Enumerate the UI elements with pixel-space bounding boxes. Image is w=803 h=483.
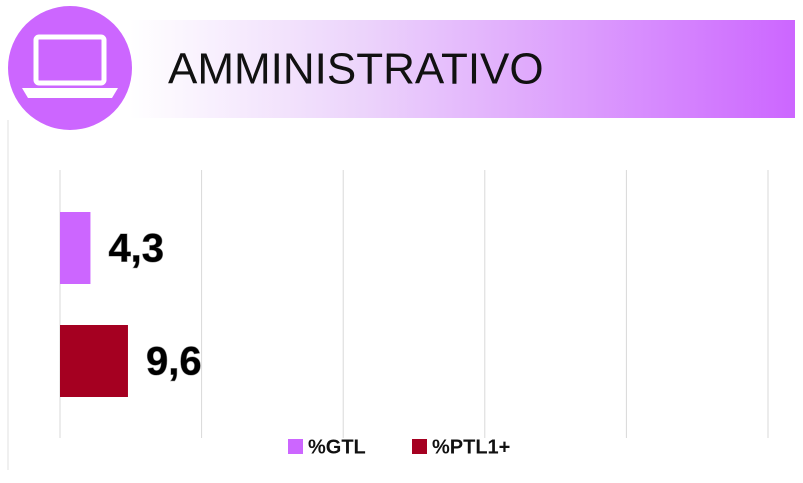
value-label: 9,6: [146, 340, 202, 384]
icon-circle: [8, 6, 132, 130]
value-label: 4,3: [108, 227, 164, 271]
bar: [60, 212, 91, 284]
bar: [60, 325, 128, 397]
legend-label: %GTL: [308, 436, 366, 458]
chart-title: AMMINISTRATIVO: [168, 45, 544, 94]
legend-label: %PTL1+: [432, 436, 510, 458]
legend-swatch: [412, 439, 427, 454]
title-banner: [130, 20, 795, 118]
laptop-icon: [22, 34, 118, 98]
legend-swatch: [288, 439, 303, 454]
